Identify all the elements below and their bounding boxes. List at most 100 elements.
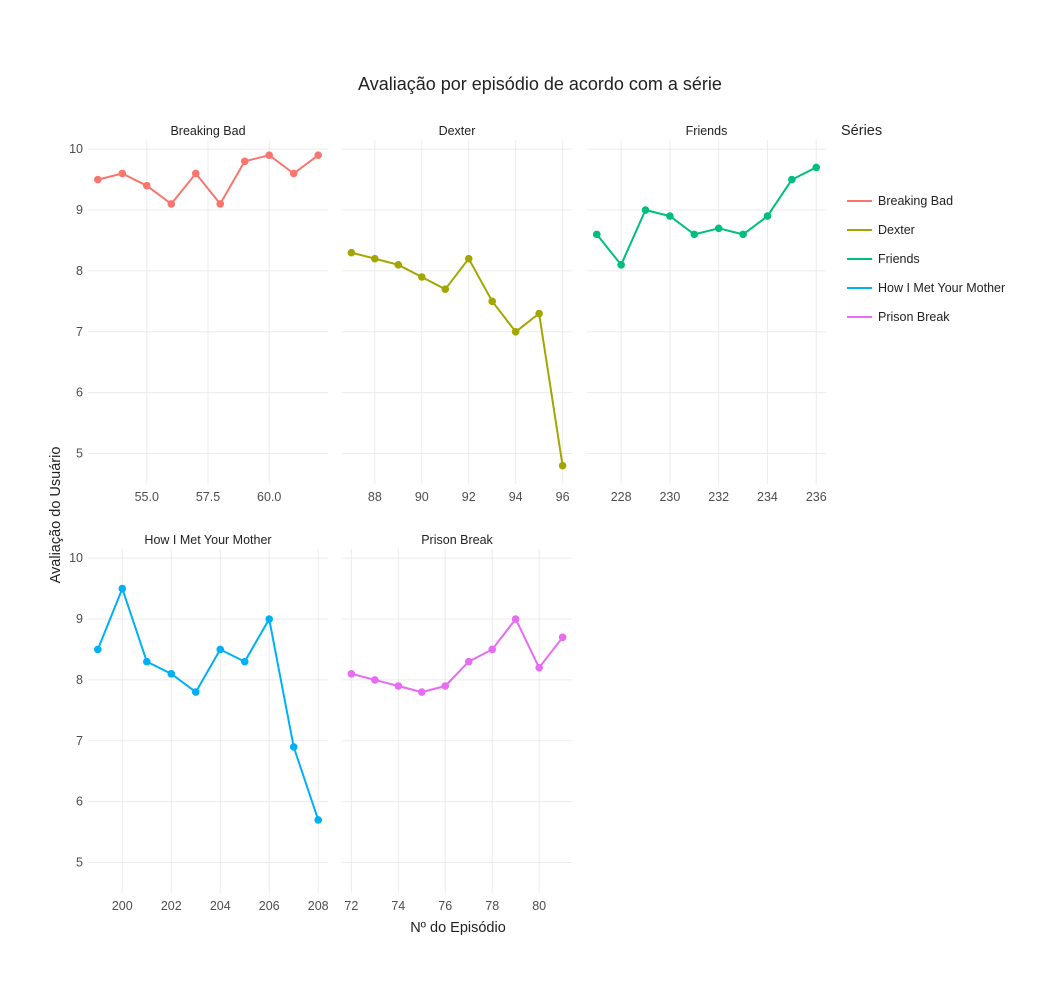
data-point-friends [763, 212, 772, 220]
data-point-friends [641, 206, 650, 214]
data-point-prison-break [441, 682, 450, 690]
series-line-prison-break [351, 618, 564, 694]
x-tick-label: 208 [308, 899, 329, 913]
data-point-breaking-bad [93, 175, 102, 184]
data-point-dexter [417, 273, 426, 281]
data-point-breaking-bad [240, 157, 249, 166]
x-tick-label: 74 [391, 899, 405, 913]
data-point-friends [592, 230, 601, 239]
data-point-how-i-met-your-mother [314, 816, 323, 824]
x-tick-label: 234 [757, 490, 778, 504]
x-tick-label: 88 [368, 490, 382, 504]
strip-label-prison-break: Prison Break [421, 533, 493, 547]
data-point-prison-break [535, 663, 543, 672]
x-tick-label: 90 [415, 490, 429, 504]
data-point-how-i-met-your-mother [240, 657, 249, 666]
panel-how-i-met-your-mother: How I Met Your Mother 5 6 7 8 9 10 200 202 204 206… [69, 533, 329, 913]
data-point-breaking-bad [142, 181, 151, 190]
x-tick-label: 60.0 [257, 490, 281, 504]
x-tick-label: 55.0 [135, 490, 159, 504]
data-point-how-i-met-your-mother [142, 657, 151, 666]
legend-label-how-i-met-your-mother: How I Met Your Mother [878, 281, 1005, 295]
legend-label-prison-break: Prison Break [878, 310, 950, 324]
panel-prison-break: Prison Break 72 74 76 78 80 [342, 533, 572, 913]
x-tick-label: 236 [806, 490, 827, 504]
y-tick-label: 7 [76, 734, 83, 748]
x-tick-label: 232 [708, 490, 729, 504]
data-point-breaking-bad [314, 151, 323, 160]
data-point-prison-break [488, 645, 497, 654]
data-point-dexter [371, 254, 379, 263]
x-tick-label: 76 [438, 899, 452, 913]
data-point-dexter [558, 461, 567, 470]
x-tick-label: 204 [210, 899, 231, 913]
x-axis-title: Nº do Episódio [410, 920, 506, 936]
x-tick-label: 94 [509, 490, 523, 504]
data-point-friends [812, 163, 821, 172]
y-tick-label: 9 [76, 612, 83, 626]
data-point-dexter [511, 327, 520, 336]
x-tick-label: 202 [161, 899, 182, 913]
data-point-dexter [464, 254, 473, 263]
x-tick-label: 57.5 [196, 490, 220, 504]
legend: Séries Breaking Bad Dexter Friends How I Me… [841, 123, 1005, 324]
legend-label-friends: Friends [878, 252, 920, 266]
y-tick-label: 8 [76, 264, 83, 278]
data-point-breaking-bad [167, 200, 176, 208]
x-tick-label: 200 [112, 899, 133, 913]
data-point-dexter [347, 248, 356, 257]
data-point-prison-break [558, 633, 567, 642]
data-point-friends [666, 212, 674, 220]
data-point-how-i-met-your-mother [167, 670, 176, 678]
data-point-friends [714, 224, 723, 233]
chart-title: Avaliação por episódio de acordo com a s… [358, 74, 722, 94]
data-point-how-i-met-your-mother [265, 615, 274, 623]
x-tick-label: 78 [485, 899, 499, 913]
legend-label-dexter: Dexter [878, 223, 915, 237]
data-point-dexter [441, 285, 450, 293]
x-tick-label: 92 [462, 490, 476, 504]
data-point-breaking-bad [118, 169, 127, 178]
data-point-friends [617, 261, 625, 269]
data-point-breaking-bad [289, 169, 298, 178]
data-point-breaking-bad [191, 169, 200, 178]
y-tick-label: 5 [76, 447, 83, 461]
y-tick-label: 6 [76, 386, 83, 400]
series-line-breaking-bad [97, 154, 319, 205]
y-tick-label: 7 [76, 325, 83, 339]
series-line-friends [596, 166, 817, 266]
x-tick-label: 228 [611, 490, 632, 504]
legend-label-breaking-bad: Breaking Bad [878, 194, 953, 208]
data-point-friends [788, 175, 796, 184]
y-tick-label: 6 [76, 795, 83, 809]
y-tick-label: 10 [69, 551, 83, 565]
data-point-friends [690, 230, 699, 239]
data-point-breaking-bad [265, 151, 274, 160]
data-point-prison-break [464, 657, 473, 666]
y-tick-label: 10 [69, 142, 83, 156]
x-tick-label: 230 [659, 490, 680, 504]
data-point-friends [739, 230, 747, 239]
data-point-prison-break [347, 670, 356, 678]
y-axis-title: Avaliação do Usuário [48, 447, 64, 584]
panel-dexter: Dexter 88 90 92 94 96 [342, 124, 572, 504]
data-point-how-i-met-your-mother [93, 645, 102, 654]
y-tick-label: 8 [76, 673, 83, 687]
y-tick-label: 9 [76, 203, 83, 217]
strip-label-breaking-bad: Breaking Bad [170, 124, 245, 138]
data-point-dexter [394, 261, 403, 269]
data-point-how-i-met-your-mother [216, 645, 225, 654]
series-line-dexter [351, 251, 564, 466]
panel-friends: Friends 228 230 232 234 236 [587, 124, 827, 504]
data-point-how-i-met-your-mother [191, 688, 200, 696]
x-tick-label: 206 [259, 899, 280, 913]
data-point-breaking-bad [216, 200, 225, 208]
x-tick-label: 72 [344, 899, 358, 913]
panel-breaking-bad: Breaking Bad 5 6 7 8 9 10 55.0 57.5 60.0 [69, 124, 328, 504]
data-point-dexter [488, 297, 497, 306]
data-point-prison-break [417, 688, 426, 696]
data-point-dexter [535, 309, 543, 318]
legend-title: Séries [841, 123, 882, 139]
